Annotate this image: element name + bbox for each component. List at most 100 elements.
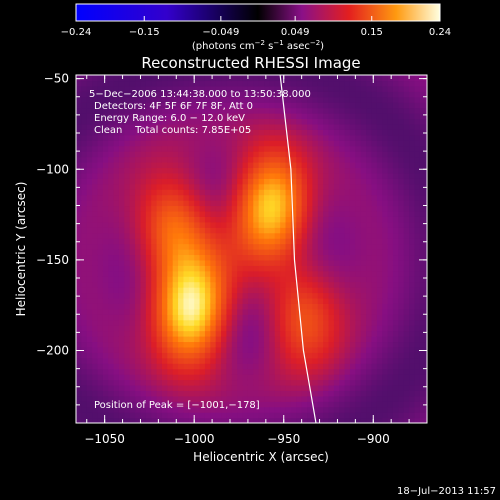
- heatmap-cell: [129, 243, 136, 250]
- heatmap-cell: [231, 406, 238, 413]
- heatmap-cell: [226, 276, 233, 283]
- heatmap-cell: [167, 172, 174, 179]
- heatmap-cell: [419, 75, 426, 82]
- heatmap-cell: [102, 118, 109, 125]
- heatmap-cell: [124, 167, 131, 174]
- heatmap-cell: [253, 80, 260, 87]
- heatmap-cell: [280, 205, 287, 212]
- heatmap-cell: [226, 270, 233, 277]
- heatmap-cell: [285, 319, 292, 326]
- heatmap-cell: [118, 227, 125, 234]
- heatmap-cell: [253, 352, 260, 359]
- heatmap-cell: [339, 134, 346, 141]
- heatmap-cell: [118, 276, 125, 283]
- heatmap-cell: [156, 368, 163, 375]
- heatmap-cell: [258, 243, 265, 250]
- heatmap-cell: [296, 368, 303, 375]
- heatmap-cell: [102, 205, 109, 212]
- heatmap-cell: [188, 395, 195, 402]
- heatmap-cell: [339, 221, 346, 228]
- heatmap-cell: [140, 205, 147, 212]
- heatmap-cell: [328, 200, 335, 207]
- heatmap-cell: [323, 134, 330, 141]
- heatmap-cell: [425, 156, 427, 163]
- heatmap-cell: [194, 85, 201, 92]
- heatmap-cell: [221, 292, 228, 299]
- heatmap-cell: [140, 118, 147, 125]
- heatmap-cell: [301, 216, 308, 223]
- heatmap-cell: [113, 75, 120, 82]
- heatmap-cell: [102, 297, 109, 304]
- heatmap-cell: [118, 221, 125, 228]
- heatmap-cell: [135, 357, 142, 364]
- heatmap-cell: [355, 417, 362, 423]
- heatmap-cell: [419, 254, 426, 261]
- heatmap-cell: [366, 80, 373, 87]
- heatmap-cell: [317, 113, 324, 120]
- heatmap-cell: [151, 167, 158, 174]
- heatmap-cell: [97, 107, 104, 114]
- heatmap-cell: [392, 85, 399, 92]
- heatmap-cell: [328, 151, 335, 158]
- heatmap-cell: [376, 308, 383, 315]
- heatmap-cell: [307, 287, 313, 294]
- heatmap-cell: [366, 243, 373, 250]
- heatmap-cell: [398, 216, 405, 223]
- heatmap-cell: [156, 319, 163, 326]
- heatmap-cell: [210, 368, 217, 375]
- heatmap-cell: [76, 270, 82, 277]
- heatmap-cell: [242, 102, 249, 109]
- heatmap-cell: [382, 384, 389, 391]
- heatmap-cell: [264, 319, 271, 326]
- heatmap-cell: [178, 363, 185, 370]
- heatmap-cell: [161, 232, 168, 239]
- heatmap-cell: [392, 287, 399, 294]
- heatmap-cell: [113, 102, 120, 109]
- heatmap-cell: [204, 238, 211, 245]
- heatmap-cell: [360, 216, 367, 223]
- heatmap-cell: [382, 238, 389, 245]
- heatmap-cell: [188, 210, 195, 217]
- heatmap-cell: [328, 363, 335, 370]
- heatmap-cell: [301, 276, 308, 283]
- heatmap-cell: [226, 330, 233, 337]
- heatmap-cell: [333, 178, 340, 185]
- heatmap-cell: [188, 249, 195, 256]
- heatmap-cell: [425, 259, 427, 266]
- heatmap-cell: [242, 346, 249, 353]
- heatmap-cell: [178, 319, 185, 326]
- heatmap-cell: [76, 80, 82, 87]
- heatmap-cell: [92, 341, 99, 348]
- heatmap-cell: [403, 107, 410, 114]
- heatmap-cell: [274, 417, 281, 423]
- heatmap-cell: [382, 75, 389, 82]
- heatmap-cell: [269, 178, 276, 185]
- heatmap-cell: [419, 352, 426, 359]
- heatmap-cell: [210, 276, 217, 283]
- heatmap-cell: [124, 80, 131, 87]
- heatmap-cell: [301, 384, 308, 391]
- heatmap-cell: [215, 134, 222, 141]
- heatmap-cell: [339, 379, 346, 386]
- heatmap-cell: [382, 102, 389, 109]
- heatmap-cell: [242, 200, 249, 207]
- heatmap-cell: [178, 189, 185, 196]
- heatmap-cell: [344, 243, 351, 250]
- heatmap-cell: [210, 107, 217, 114]
- heatmap-cell: [409, 145, 416, 152]
- heatmap-cell: [301, 390, 308, 397]
- heatmap-cell: [387, 412, 394, 419]
- heatmap-cell: [124, 107, 131, 114]
- heatmap-cell: [290, 292, 297, 299]
- heatmap-cell: [215, 259, 222, 266]
- heatmap-cell: [92, 303, 99, 310]
- heatmap-cell: [296, 205, 303, 212]
- heatmap-cell: [204, 75, 211, 82]
- heatmap-cell: [210, 232, 217, 239]
- heatmap-cell: [328, 85, 335, 92]
- heatmap-cell: [355, 172, 362, 179]
- heatmap-cell: [258, 91, 265, 98]
- heatmap-cell: [194, 178, 201, 185]
- heatmap-cell: [102, 346, 109, 353]
- heatmap-cell: [264, 341, 271, 348]
